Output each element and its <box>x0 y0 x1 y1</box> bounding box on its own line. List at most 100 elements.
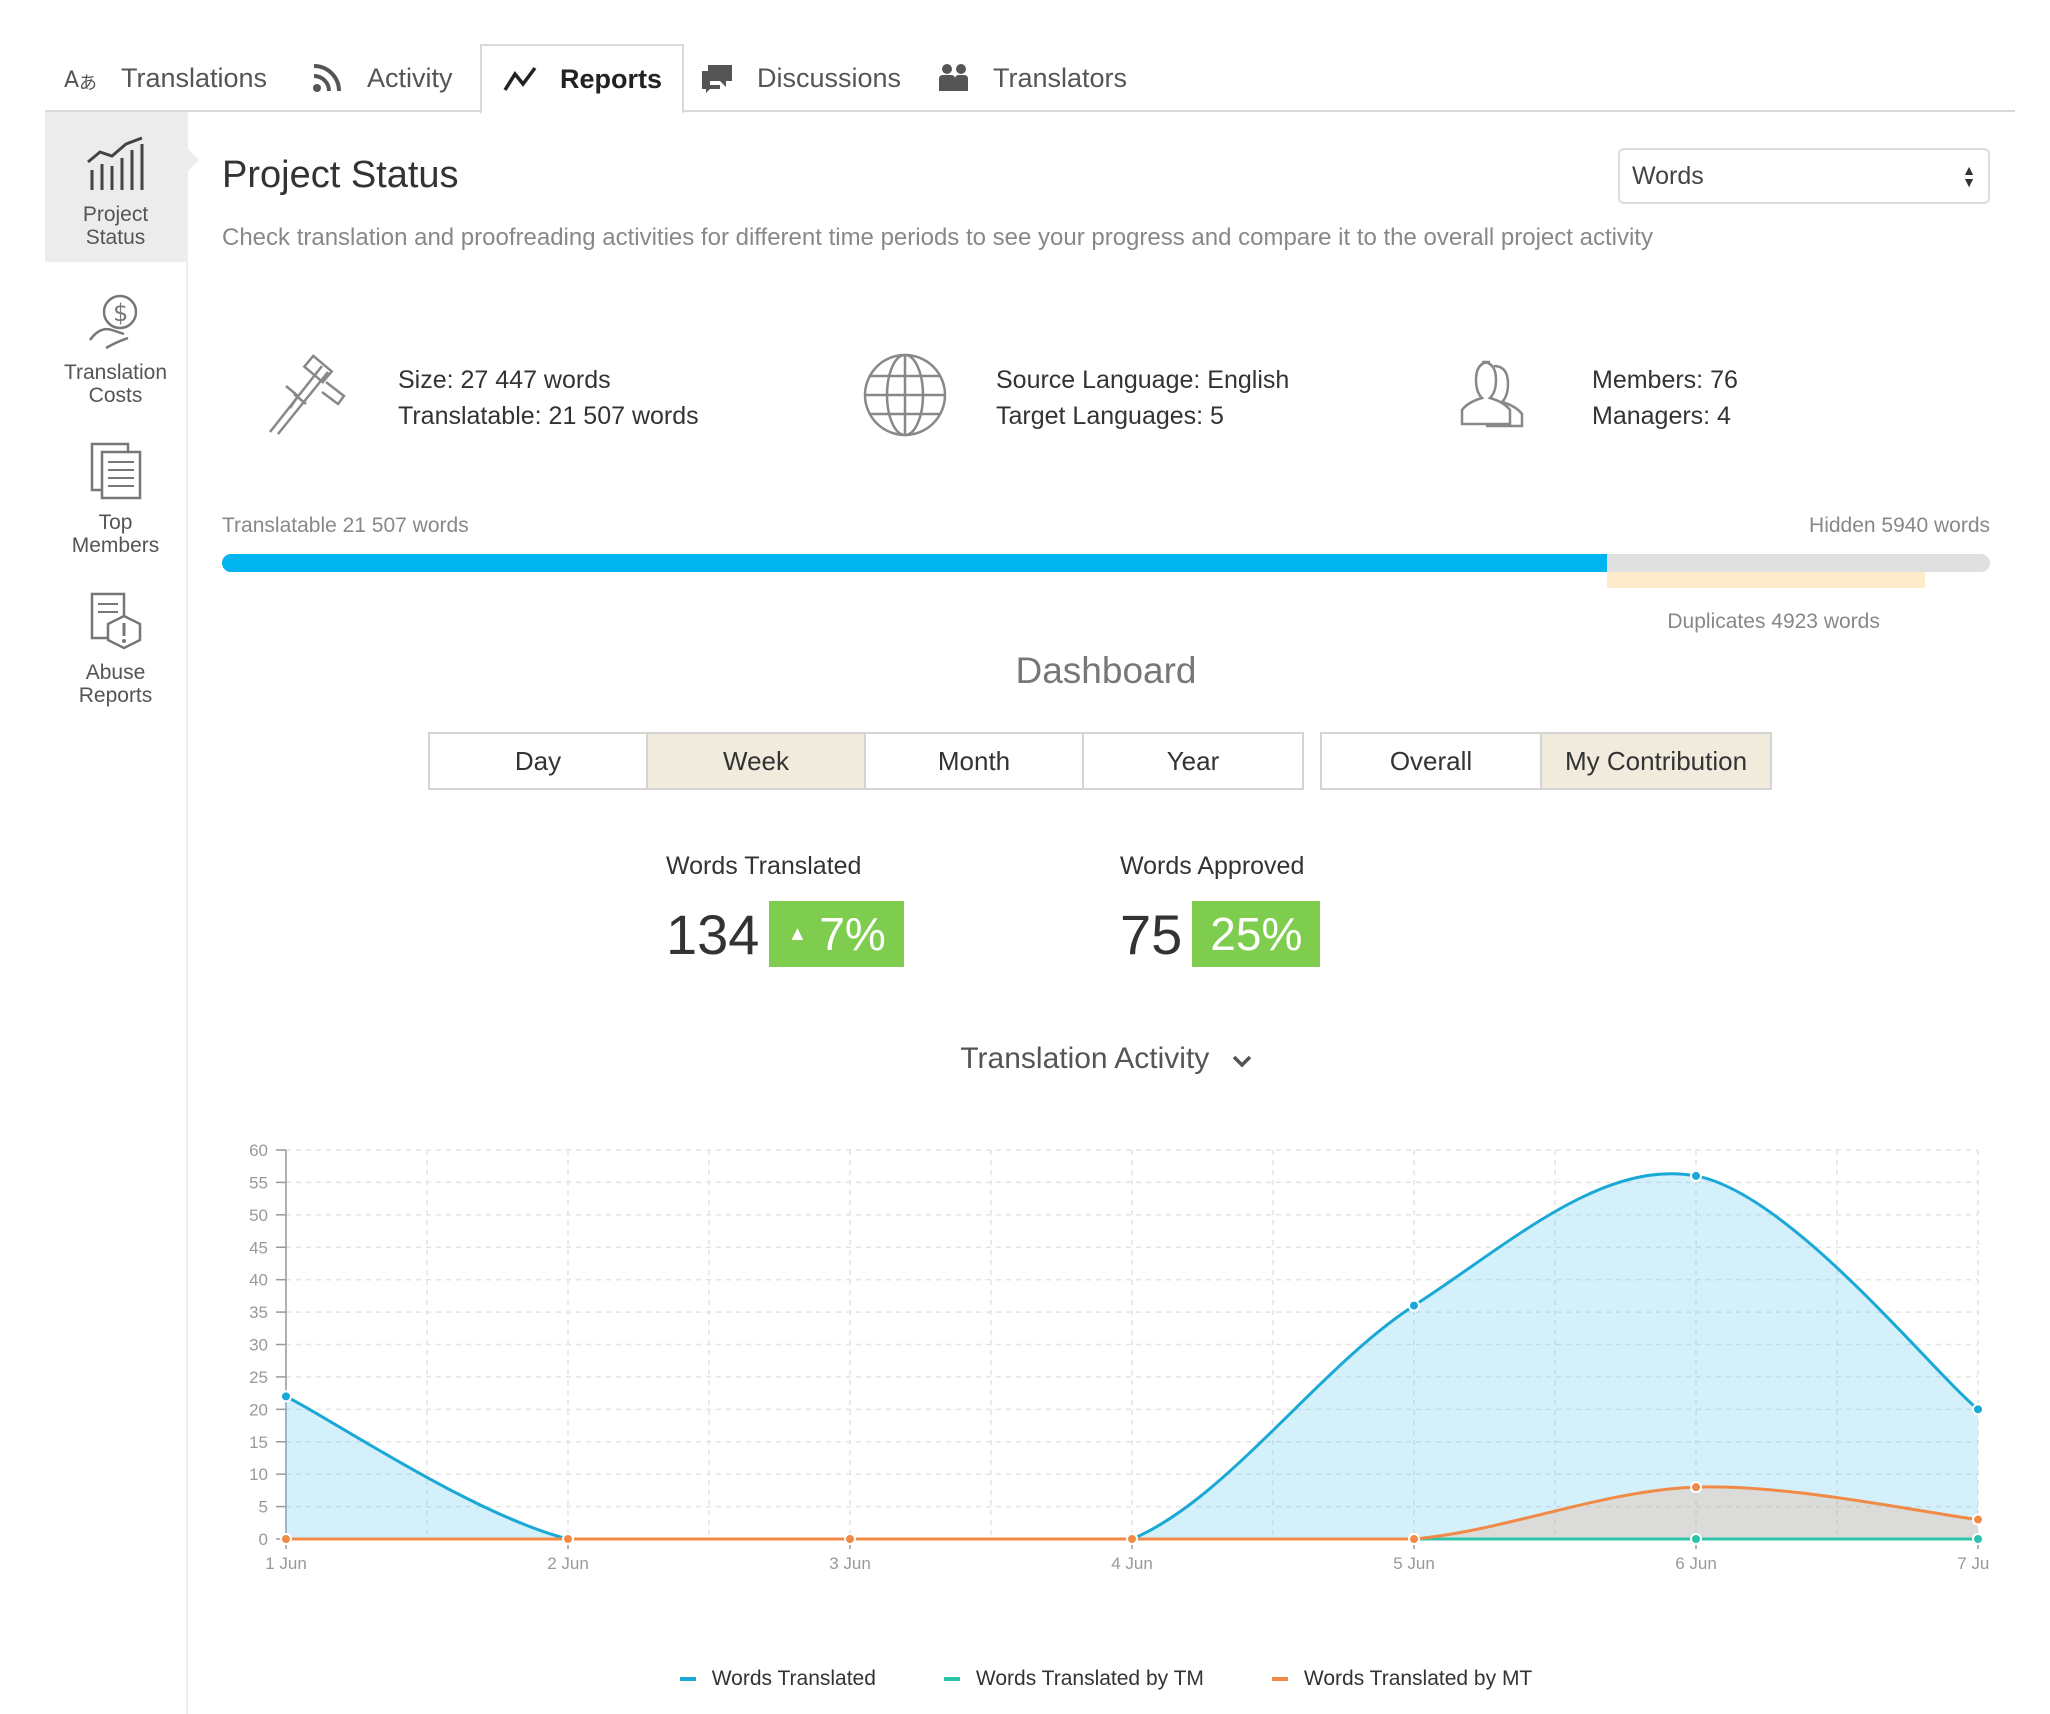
words-approved-value: 75 <box>1120 902 1183 966</box>
legend-item[interactable]: Words Translated <box>679 1667 876 1691</box>
sidebar-item-label: Members <box>71 534 160 557</box>
y-tick-label: 5 <box>259 1498 268 1517</box>
y-tick-label: 25 <box>249 1368 268 1387</box>
words-approved-label: Words Approved <box>1120 852 1305 880</box>
svg-text:あ: あ <box>79 73 97 93</box>
chart-title-dropdown[interactable]: Translation Activity <box>222 1042 1990 1076</box>
sidebar-item-abuse-reports[interactable]: Abuse Reports <box>45 590 186 720</box>
rss-icon <box>309 60 345 96</box>
x-tick-label: 5 Jun <box>1393 1554 1435 1573</box>
people-icon <box>935 60 971 96</box>
scope-toggle: Overall My Contribution <box>1320 732 1772 790</box>
data-point <box>1126 1533 1138 1545</box>
unit-select[interactable]: Words ▲ ▼ <box>1618 148 1990 204</box>
change-value: 25% <box>1210 908 1303 960</box>
legend-item[interactable]: Words Translated by MT <box>1271 1667 1533 1691</box>
sidebar-item-project-status[interactable]: Project Status <box>45 112 199 262</box>
sidebar-item-translation-costs[interactable]: $ Translation Costs <box>45 290 186 420</box>
sidebar-item-top-members[interactable]: Top Members <box>45 440 186 570</box>
scope-my-contribution-button[interactable]: My Contribution <box>1540 732 1772 790</box>
y-tick-label: 35 <box>249 1303 268 1322</box>
sidebar-item-label: Abuse <box>85 661 146 684</box>
source-language-text: Source Language: English <box>996 365 1290 394</box>
sidebar-item-label: Translation <box>63 361 168 384</box>
size-text: Size: 27 447 words <box>398 365 611 394</box>
period-week-button[interactable]: Week <box>646 732 866 790</box>
data-point <box>280 1390 292 1403</box>
data-point <box>1408 1533 1420 1545</box>
data-point <box>1972 1513 1984 1526</box>
sidebar-item-label: Status <box>85 226 146 249</box>
data-point <box>1690 1533 1702 1545</box>
data-point <box>1972 1403 1984 1416</box>
sidebar-item-label: Project <box>82 203 149 226</box>
tab-activity[interactable]: Activity <box>309 44 453 112</box>
data-point <box>1690 1481 1702 1494</box>
bar-chart-icon <box>86 136 146 197</box>
words-approved-metric: Words Approved 75 25% <box>1120 852 1321 967</box>
data-point <box>1408 1299 1420 1312</box>
warning-document-icon <box>86 590 146 655</box>
tab-reports[interactable]: Reports <box>480 44 685 114</box>
x-tick-label: 4 Jun <box>1111 1554 1153 1573</box>
legend-swatch <box>1271 1677 1288 1681</box>
dashboard-title: Dashboard <box>1015 650 1197 691</box>
reports-sidebar: Project Status $ Translation Costs Top M… <box>45 112 199 1714</box>
words-approved-change-badge: 25% <box>1192 901 1321 967</box>
y-tick-label: 20 <box>249 1400 268 1419</box>
tab-translators[interactable]: Translators <box>935 44 1127 112</box>
svg-text:A: A <box>64 68 79 93</box>
tab-label: Reports <box>560 63 663 94</box>
target-languages-text: Target Languages: 5 <box>996 401 1224 430</box>
y-tick-label: 10 <box>249 1465 268 1484</box>
legend-swatch <box>943 1677 960 1681</box>
translatable-fill <box>222 554 1608 572</box>
words-translated-change-badge: ▲ 7% <box>769 901 904 967</box>
globe-icon <box>862 352 948 443</box>
chat-bubbles-icon <box>699 60 735 96</box>
change-value: 7% <box>819 908 886 960</box>
legend-label: Words Translated by TM <box>975 1667 1204 1690</box>
x-tick-label: 2 Jun <box>547 1554 589 1573</box>
legend-label: Words Translated by MT <box>1303 1667 1533 1690</box>
series-words-translated-mt-area <box>286 1486 1978 1539</box>
tab-discussions[interactable]: Discussions <box>699 44 901 112</box>
y-tick-label: 40 <box>249 1271 268 1290</box>
chevron-down-icon <box>1232 1042 1252 1075</box>
period-year-button[interactable]: Year <box>1082 732 1304 790</box>
sidebar-item-label: Reports <box>78 684 153 707</box>
duplicates-bar <box>1607 572 1925 588</box>
y-tick-label: 45 <box>249 1238 268 1257</box>
legend-item[interactable]: Words Translated by TM <box>943 1667 1204 1691</box>
period-month-button[interactable]: Month <box>864 732 1084 790</box>
hidden-label: Hidden 5940 words <box>1809 514 1990 537</box>
data-point <box>1690 1169 1702 1182</box>
members-text: Members: 76 <box>1592 365 1738 394</box>
tab-label: Activity <box>367 62 453 93</box>
money-hand-icon: $ <box>86 290 146 355</box>
y-tick-label: 30 <box>249 1336 268 1355</box>
translatable-label: Translatable 21 507 words <box>222 514 469 537</box>
unit-select-value: Words <box>1632 161 1704 190</box>
y-tick-label: 60 <box>249 1141 268 1160</box>
translatable-text: Translatable: 21 507 words <box>398 401 699 430</box>
chart-legend: Words Translated Words Translated by TM Wo… <box>222 1667 1990 1691</box>
tab-label: Translations <box>121 62 268 93</box>
chart-line-icon <box>502 61 538 97</box>
progress-labels: Translatable 21 507 words Hidden 5940 wo… <box>222 514 1990 538</box>
words-translated-metric: Words Translated 134 ▲ 7% <box>666 852 904 967</box>
page-description: Check translation and proofreading activ… <box>222 224 1653 251</box>
x-tick-label: 3 Jun <box>829 1554 871 1573</box>
x-tick-label: 1 Jun <box>265 1554 307 1573</box>
series-words-translated-area <box>286 1173 1978 1539</box>
y-tick-label: 0 <box>259 1530 268 1549</box>
scope-overall-button[interactable]: Overall <box>1320 732 1542 790</box>
period-day-button[interactable]: Day <box>428 732 648 790</box>
duplicates-label: Duplicates 4923 words <box>1667 610 1880 633</box>
words-translated-label: Words Translated <box>666 852 862 880</box>
tab-label: Discussions <box>757 62 902 93</box>
project-stats: Size: 27 447 words Translatable: 21 507 … <box>222 352 1982 452</box>
x-tick-label: 6 Jun <box>1675 1554 1717 1573</box>
